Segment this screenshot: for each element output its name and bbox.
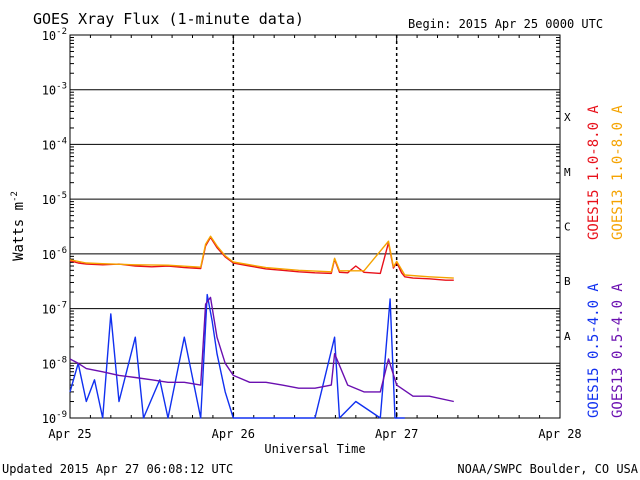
- y-tick-label: 10-2: [42, 27, 67, 43]
- legend-entry: GOES13 0.5-4.0 A: [610, 283, 626, 418]
- flare-class-label: A: [564, 330, 571, 343]
- y-tick-label: 10-8: [42, 355, 67, 371]
- plot-frame: [69, 34, 561, 419]
- y-tick-label: 10-4: [42, 136, 67, 152]
- x-axis-label: Universal Time: [264, 442, 365, 456]
- flare-class-label: C: [564, 221, 571, 234]
- legend-entry: GOES15 1.0-8.0 A: [586, 105, 602, 240]
- legend-entry: GOES15 0.5-4.0 A: [586, 283, 602, 418]
- series-line: [69, 293, 405, 419]
- series-line: [69, 296, 454, 403]
- flare-class-label: X: [564, 111, 571, 124]
- x-tick-label: Apr 28: [538, 427, 581, 441]
- footer-credit: NOAA/SWPC Boulder, CO USA: [457, 462, 638, 476]
- x-tick-label: Apr 26: [212, 427, 255, 441]
- y-tick-label: 10-6: [42, 246, 67, 262]
- legend-entry: GOES13 1.0-8.0 A: [610, 105, 626, 240]
- series-line: [69, 235, 454, 279]
- y-tick-label: 10-9: [42, 410, 67, 426]
- begin-label: Begin: 2015 Apr 25 0000 UTC: [408, 17, 603, 31]
- flare-class-label: M: [564, 166, 571, 179]
- flare-class-label: B: [564, 275, 571, 288]
- y-tick-label: 10-7: [42, 301, 67, 317]
- chart-title: GOES Xray Flux (1-minute data): [33, 10, 304, 28]
- x-tick-label: Apr 25: [48, 427, 91, 441]
- footer-updated: Updated 2015 Apr 27 06:08:12 UTC: [2, 462, 233, 476]
- y-axis-label: Watts m-2: [10, 191, 27, 261]
- x-tick-label: Apr 27: [375, 427, 418, 441]
- y-tick-label: 10-5: [42, 191, 67, 207]
- y-tick-label: 10-3: [42, 82, 67, 98]
